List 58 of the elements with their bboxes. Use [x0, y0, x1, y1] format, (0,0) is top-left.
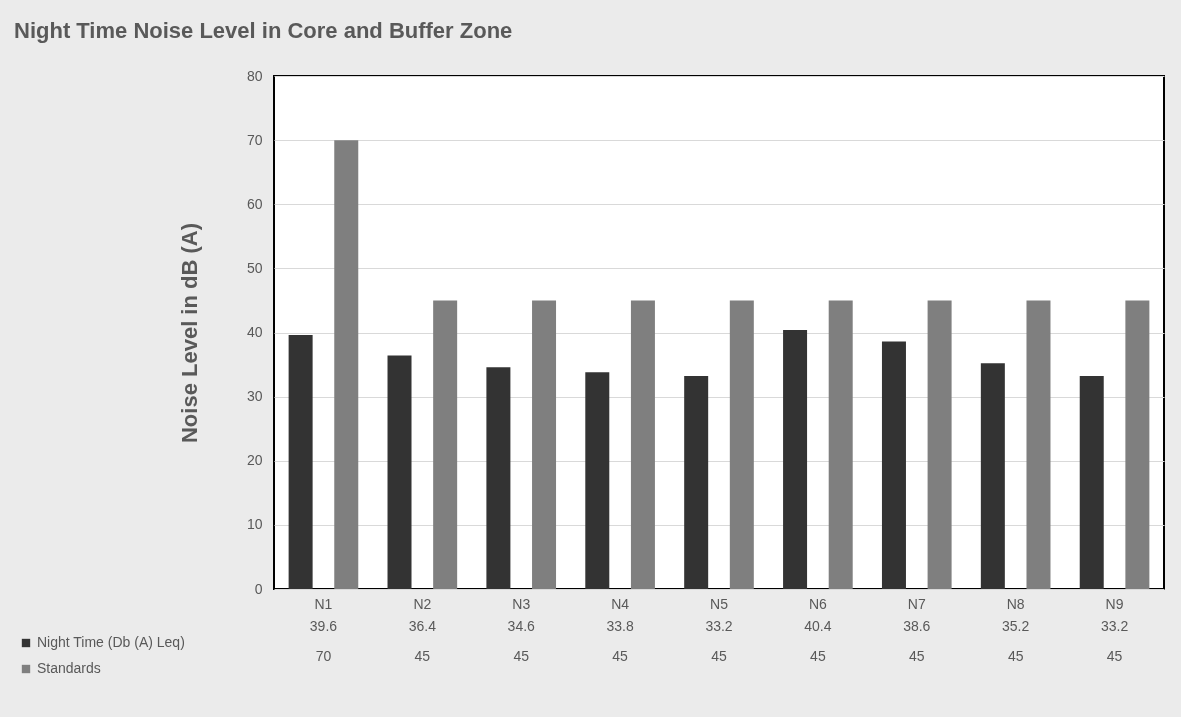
bar: [684, 376, 709, 589]
data-label: 34.6: [507, 618, 536, 634]
y-tick-label: 30: [246, 388, 263, 405]
data-label: 45: [1007, 648, 1024, 664]
bar: [630, 300, 655, 589]
bar: [881, 341, 906, 589]
bar: [387, 355, 412, 589]
bar: [980, 363, 1005, 589]
data-label: 45: [711, 648, 727, 664]
bar: [729, 300, 754, 589]
x-tick-label: N6: [808, 595, 828, 612]
data-label: 45: [1106, 648, 1123, 664]
data-label: 36.4: [408, 618, 437, 634]
bar: [486, 367, 511, 589]
data-label: 70: [315, 648, 332, 664]
bar: [1125, 300, 1150, 589]
x-tick-label: N8: [1006, 595, 1025, 612]
y-tick-label: 10: [246, 516, 263, 533]
data-label: 40.4: [804, 618, 832, 634]
y-tick-label: 80: [246, 67, 263, 84]
y-tick-label: 20: [246, 452, 263, 469]
data-label: 45: [908, 648, 925, 664]
data-label: 45: [612, 648, 629, 664]
x-tick-label: N2: [413, 595, 432, 612]
chart-title: Night Time Noise Level in Core and Buffer Zone: [14, 18, 513, 43]
data-label: 33.2: [1100, 618, 1129, 634]
bar: [828, 300, 853, 589]
x-tick-label: N9: [1105, 595, 1124, 612]
x-tick-label: N1: [314, 595, 333, 612]
data-label: 39.6: [309, 618, 338, 634]
data-label: 35.2: [1002, 618, 1030, 634]
y-axis-title: Noise Level in dB (A): [176, 222, 202, 444]
bar: [585, 372, 610, 589]
y-tick-label: 60: [246, 195, 263, 212]
bar: [288, 335, 313, 589]
data-label: 45: [513, 648, 530, 664]
bar: [532, 300, 557, 589]
legend-label: Standards: [37, 660, 101, 676]
y-tick-label: 70: [246, 131, 263, 148]
y-tick-label: 50: [246, 259, 263, 276]
bar: [1079, 376, 1104, 589]
data-label: 33.8: [606, 618, 634, 634]
bar: [783, 329, 808, 589]
y-tick-label: 40: [246, 324, 263, 340]
data-label: 45: [414, 648, 431, 664]
data-label: 38.6: [903, 618, 931, 634]
x-tick-label: N7: [907, 595, 926, 612]
bar: [334, 140, 359, 589]
x-tick-label: N3: [512, 595, 531, 612]
x-tick-label: N4: [611, 595, 630, 612]
y-tick-label: 0: [254, 580, 263, 597]
legend-label: Night Time (Db (A) Leq): [37, 634, 185, 650]
bar: [1026, 300, 1051, 589]
data-label: 45: [810, 648, 826, 664]
bar: [927, 300, 952, 589]
x-tick-label: N5: [710, 595, 729, 612]
data-label: 33.2: [705, 618, 733, 634]
bar: [433, 300, 458, 589]
